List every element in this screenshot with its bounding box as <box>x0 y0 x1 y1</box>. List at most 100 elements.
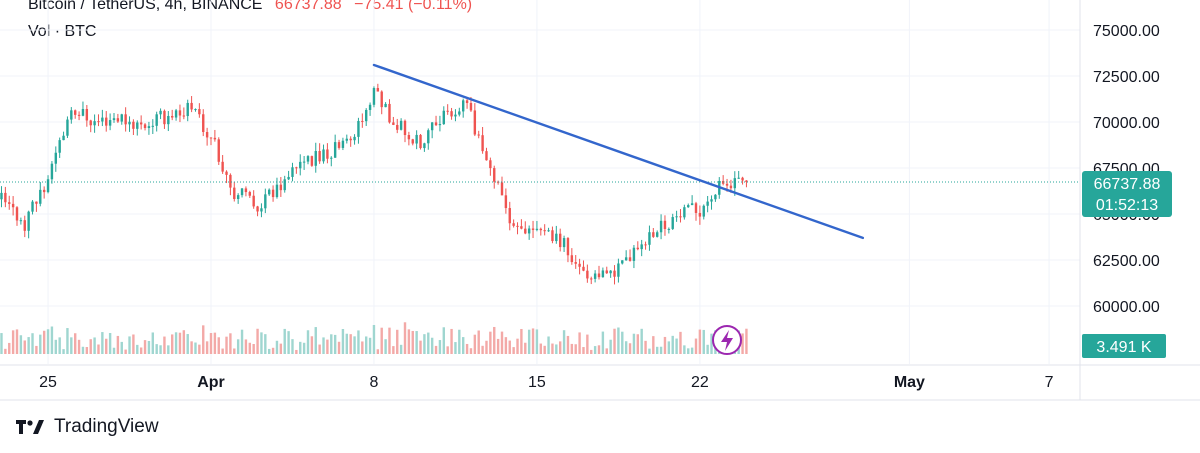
volume-bar <box>42 330 46 354</box>
candle-body <box>578 263 581 267</box>
volume-bar <box>0 333 3 354</box>
candle-body <box>597 273 601 278</box>
volume-bar <box>15 329 19 354</box>
candle-body <box>333 142 337 158</box>
volume-bar <box>706 344 709 354</box>
volume-bar <box>139 347 143 354</box>
candle-body <box>186 102 189 117</box>
volume-bar <box>19 335 23 354</box>
volume-bar <box>240 329 244 354</box>
volume-bar <box>310 336 314 354</box>
volume-bar <box>77 339 81 354</box>
candle-body <box>27 211 30 231</box>
volume-bar <box>50 326 54 354</box>
volume-bar <box>663 336 667 354</box>
candle-body <box>543 230 546 232</box>
symbol-header: Bitcoin / TetherUS, 4h, BINANCE 66737.88… <box>28 0 472 14</box>
candle-body <box>601 270 605 278</box>
volume-bar <box>209 333 213 354</box>
candle-body <box>194 109 197 111</box>
candle-body <box>124 114 127 125</box>
candle-body <box>372 88 376 105</box>
candle-body <box>562 238 566 248</box>
candle-body <box>473 110 477 135</box>
x-tick-label: May <box>894 374 925 391</box>
x-tick-label: 22 <box>691 374 709 391</box>
candle-body <box>667 228 671 230</box>
volume-bar <box>516 338 519 354</box>
candle-body <box>551 230 554 242</box>
volume-bar <box>481 345 484 354</box>
candle-body <box>446 110 449 112</box>
candle-body <box>520 226 523 229</box>
volume-bar <box>675 338 678 354</box>
volume-bar <box>687 348 690 354</box>
volume-bar <box>97 344 100 354</box>
candle-body <box>112 118 116 121</box>
volume-bar <box>318 344 321 354</box>
volume-bar <box>632 333 636 354</box>
candle-body <box>151 125 155 127</box>
volume-bar <box>535 329 539 354</box>
volume-bar <box>287 331 290 354</box>
candle-body <box>252 195 255 207</box>
trendline[interactable] <box>372 63 865 240</box>
volume-bar <box>628 343 632 354</box>
candle-body <box>442 110 446 125</box>
candle-body <box>555 233 558 242</box>
candle-body <box>535 228 539 230</box>
candle-body <box>485 151 488 161</box>
candle-body <box>58 140 61 153</box>
tradingview-brand[interactable]: TradingView <box>54 416 159 437</box>
candle-body <box>318 151 321 162</box>
candle-body <box>558 233 562 248</box>
price-chart[interactable]: 75000.0072500.0070000.0067500.0065000.00… <box>0 0 1200 410</box>
candle-body <box>77 114 81 116</box>
candle-body <box>310 156 314 166</box>
volume-bar <box>438 340 442 354</box>
candle-body <box>101 117 104 122</box>
candle-body <box>593 273 597 279</box>
volume-bar <box>644 340 647 354</box>
candle-body <box>233 187 236 200</box>
volume-bar <box>496 338 500 354</box>
x-tick-label: 8 <box>370 374 379 391</box>
candle-body <box>655 232 659 237</box>
volume-bar <box>555 344 558 354</box>
volume-bar <box>485 340 488 354</box>
volume-bar <box>62 349 65 354</box>
volume-bar <box>407 329 411 354</box>
volume-legend[interactable]: Vol · BTC <box>28 23 97 40</box>
candle-body <box>159 110 162 115</box>
candle-body <box>85 108 89 121</box>
candle-body <box>244 188 248 193</box>
candle-body <box>733 178 737 189</box>
candle-body <box>202 114 205 133</box>
candle-body <box>182 115 186 117</box>
candle-body <box>31 201 34 212</box>
volume-bar <box>155 344 158 354</box>
volume-bar <box>617 327 620 354</box>
candle-body <box>632 247 636 261</box>
candle-body <box>0 192 3 200</box>
volume-bar <box>613 328 616 354</box>
candle-body <box>737 177 740 179</box>
volume-bar <box>167 345 170 354</box>
volume-bar <box>710 333 713 354</box>
candle-body <box>97 121 100 123</box>
volume-bar <box>551 343 554 354</box>
volume-bar <box>174 332 178 354</box>
volume-bar <box>217 337 220 354</box>
candle-body <box>205 132 209 138</box>
candle-body <box>648 232 651 245</box>
volume-bar <box>170 334 174 354</box>
candle-body <box>419 134 422 149</box>
candle-body <box>450 111 453 117</box>
volume-bar <box>326 339 329 354</box>
candle-body <box>337 142 341 148</box>
symbol-title[interactable]: Bitcoin / TetherUS, 4h, BINANCE <box>28 0 263 13</box>
candle-body <box>353 136 356 141</box>
volume-bar <box>702 329 705 354</box>
volume-bar <box>101 332 104 354</box>
y-tick-label: 62500.00 <box>1093 253 1160 270</box>
